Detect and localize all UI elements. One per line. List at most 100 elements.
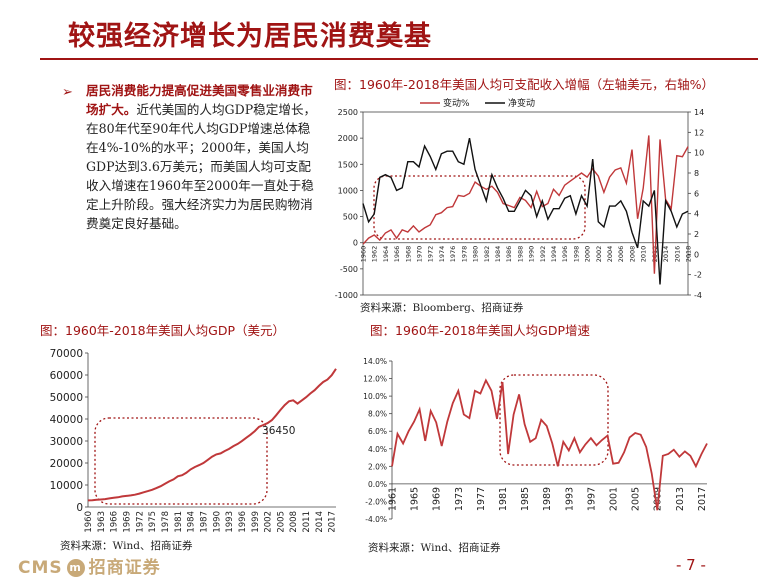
page-title: 较强经济增长为居民消费奠基: [68, 21, 432, 52]
gdp-annotation-label: 36450: [262, 425, 295, 437]
growth-y-tick-label: 8.0%: [368, 410, 387, 419]
gdp-y-tick-label: 40000: [50, 414, 83, 426]
growth-highlight-box: [499, 374, 609, 466]
income-x-tick-label: 1992: [539, 246, 547, 263]
income-right-tick-label: 4: [694, 210, 699, 219]
gdp-x-tick-label: 1993: [225, 511, 235, 533]
income-x-tick-label: 1966: [393, 246, 401, 263]
gdp-x-tick-label: 1972: [135, 511, 145, 533]
gdp-chart-source: 资料来源：Wind、招商证券: [60, 540, 193, 552]
income-x-tick-label: 1960: [360, 246, 368, 263]
income-legend-label-net: 净变动: [508, 97, 535, 109]
growth-x-tick-label: 1985: [520, 487, 531, 511]
bullet-lead-text: 居民消费能力提高促进美国零售业消费市场扩大。: [86, 83, 313, 117]
income-x-tick-label: 1998: [572, 246, 580, 263]
gdp-y-tick-label: 30000: [50, 436, 83, 448]
income-left-tick-label: 2000: [338, 134, 358, 143]
income-x-tick-label: 1984: [494, 246, 502, 263]
income-right-tick-label: 12: [694, 128, 704, 137]
gdp-growth-chart-source: 资料来源：Wind、招商证券: [368, 542, 501, 554]
income-x-tick-label: 2008: [628, 246, 636, 263]
gdp-x-tick-label: 1984: [187, 511, 197, 533]
gdp-series-line: [87, 368, 337, 502]
income-x-tick-label: 1982: [483, 246, 491, 263]
growth-x-tick-label: 1997: [586, 487, 597, 511]
gdp-x-tick-label: 1996: [238, 511, 248, 533]
gdp-x-tick-label: 1975: [148, 511, 158, 533]
growth-y-tick-label: 2.0%: [368, 462, 387, 471]
cms-badge-icon: m: [66, 559, 85, 577]
income-x-tick-label: 1974: [438, 246, 446, 263]
income-x-tick-label: 2014: [662, 246, 670, 263]
income-chart-source: 资料来源：Bloomberg、招商证券: [360, 302, 524, 314]
growth-y-tick-label: 6.0%: [368, 427, 387, 436]
income-x-tick-label: 2018: [685, 246, 693, 263]
gdp-x-tick-label: 2005: [276, 511, 286, 533]
growth-y-tick-label: -2.0%: [365, 497, 387, 506]
income-x-tick-label: 1996: [561, 246, 569, 263]
growth-x-tick-label: 1993: [564, 487, 575, 511]
growth-x-tick-label: 1965: [410, 487, 421, 511]
income-x-tick-label: 1980: [472, 246, 480, 263]
gdp-y-tick-label: 60000: [50, 370, 83, 382]
gdp-x-tick-label: 2002: [264, 511, 274, 533]
growth-x-tick-label: 1973: [454, 487, 465, 511]
gdp-x-tick-label: 1960: [84, 511, 94, 533]
page-number: - 7 -: [676, 556, 706, 574]
growth-x-tick-label: 1989: [542, 487, 553, 511]
income-chart: -1000 -500 0 500 1000 1500 2000 2500 -4 -2 0 2 4 6 8 10…: [335, 97, 704, 300]
income-right-tick-label: 6: [694, 189, 699, 198]
income-x-tick-label: 2002: [595, 246, 603, 263]
income-right-tick-label: -2: [694, 271, 702, 280]
income-right-tick-label: 2: [694, 230, 699, 239]
gdp-chart: 0 10000 20000 30000 40000 50000 60000 70000 1960…: [50, 348, 338, 533]
income-legend-label-pct: 变动%: [443, 97, 470, 109]
growth-y-tick-label: -4.0%: [365, 515, 387, 524]
income-x-tick-label: 2000: [584, 246, 592, 263]
bullet-body-text: 近代美国的人均GDP稳定增长，在80年代至90年代人均GDP增速总体稳在4%-1…: [86, 102, 317, 231]
income-x-tick-label: 1990: [528, 246, 536, 263]
income-right-tick-label: 14: [694, 108, 704, 117]
income-x-tick-label: 1972: [427, 246, 435, 263]
gdp-x-tick-label: 2014: [315, 511, 325, 533]
gdp-y-tick-label: 20000: [50, 458, 83, 470]
gdp-y-tick-label: 50000: [50, 392, 83, 404]
income-x-tick-label: 1988: [516, 246, 524, 263]
growth-y-tick-label: 0.0%: [368, 480, 387, 489]
income-x-tick-label: 2016: [673, 246, 681, 263]
gdp-highlight-box: [94, 417, 268, 505]
growth-x-tick-label: 2017: [697, 487, 708, 511]
gdp-x-tick-label: 2017: [328, 511, 338, 533]
cms-logo-cn-text: 招商证券: [88, 558, 161, 578]
gdp-y-tick-label: 10000: [50, 480, 83, 492]
income-x-tick-label: 1962: [371, 246, 379, 263]
gdp-x-tick-label: 1969: [122, 511, 132, 533]
growth-series-line: [391, 378, 708, 511]
gdp-x-tick-label: 1963: [97, 511, 107, 533]
growth-x-tick-label: 2013: [675, 487, 686, 511]
income-x-tick-label: 1986: [505, 246, 513, 263]
income-x-tick-label: 2004: [606, 246, 614, 263]
gdp-x-tick-label: 2011: [302, 511, 312, 533]
bullet-paragraph: 居民消费能力提高促进美国零售业消费市场扩大。近代美国的人均GDP稳定增长，在80…: [86, 81, 318, 233]
income-x-tick-label: 1968: [404, 246, 412, 263]
income-x-tick-label: 2010: [640, 246, 648, 263]
income-series-net-line: [362, 137, 689, 285]
gdp-x-tick-label: 1987: [199, 511, 209, 533]
income-x-tick-label: 1964: [382, 246, 390, 263]
cms-logo-text: CMS: [18, 558, 63, 578]
gdp-x-tick-label: 1990: [212, 511, 222, 533]
gdp-x-tick-label: 1978: [161, 511, 171, 533]
income-right-tick-label: 8: [694, 169, 699, 178]
income-x-tick-label: 1994: [550, 246, 558, 263]
income-x-tick-label: 1970: [416, 246, 424, 263]
gdp-y-tick-label: 70000: [50, 348, 83, 360]
income-chart-title: 图：1960年-2018年美国人均可支配收入增幅（左轴美元，右轴%）: [334, 77, 715, 92]
income-left-tick-label: 1000: [338, 186, 358, 195]
gdp-x-tick-label: 1966: [110, 511, 120, 533]
income-highlight-box: [373, 175, 586, 240]
income-left-tick-label: -500: [340, 265, 358, 274]
income-x-tick-label: 1978: [460, 246, 468, 263]
growth-y-tick-label: 10.0%: [363, 392, 387, 401]
growth-x-tick-label: 1969: [432, 487, 443, 511]
